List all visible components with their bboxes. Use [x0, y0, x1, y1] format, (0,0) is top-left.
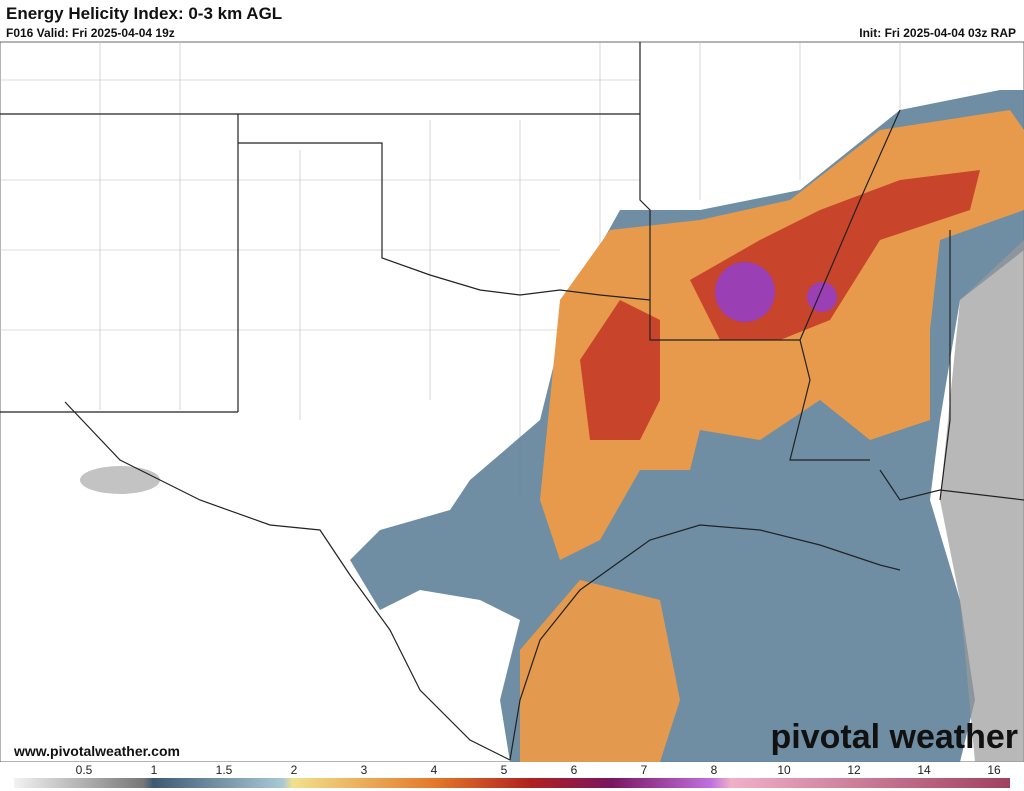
colorbar-tick-label: 3	[361, 763, 368, 777]
colorbar-tick-label: 5	[501, 763, 508, 777]
colorbar-tick-label: 1	[151, 763, 158, 777]
colorbar-labels: 0.5 1 1.5 2 3 4 5 6 7 8 10 12 14 16	[76, 763, 1001, 777]
colorbar-tick-label: 0.5	[76, 763, 93, 777]
valid-time: F016 Valid: Fri 2025-04-04 19z	[6, 26, 175, 40]
colorbar-tick-label: 10	[777, 763, 791, 777]
map	[0, 41, 1024, 763]
brand-logo: pivotal weather	[770, 718, 1018, 756]
colorbar-tick-label: 1.5	[216, 763, 233, 777]
colorbar-tick-label: 16	[987, 763, 1001, 777]
colorbar	[14, 778, 1010, 788]
colorbar-tick-label: 4	[431, 763, 438, 777]
title: Energy Helicity Index: 0-3 km AGL	[6, 4, 282, 23]
colorbar-tick-label: 2	[291, 763, 298, 777]
colorbar-tick-label: 12	[847, 763, 861, 777]
colorbar-tick-label: 6	[571, 763, 578, 777]
site-url[interactable]: www.pivotalweather.com	[13, 743, 180, 759]
colorbar-tick-label: 14	[917, 763, 931, 777]
colorbar-tick-label: 8	[711, 763, 718, 777]
colorbar-tick-label: 7	[641, 763, 648, 777]
init-time: Init: Fri 2025-04-04 03z RAP	[859, 26, 1016, 40]
